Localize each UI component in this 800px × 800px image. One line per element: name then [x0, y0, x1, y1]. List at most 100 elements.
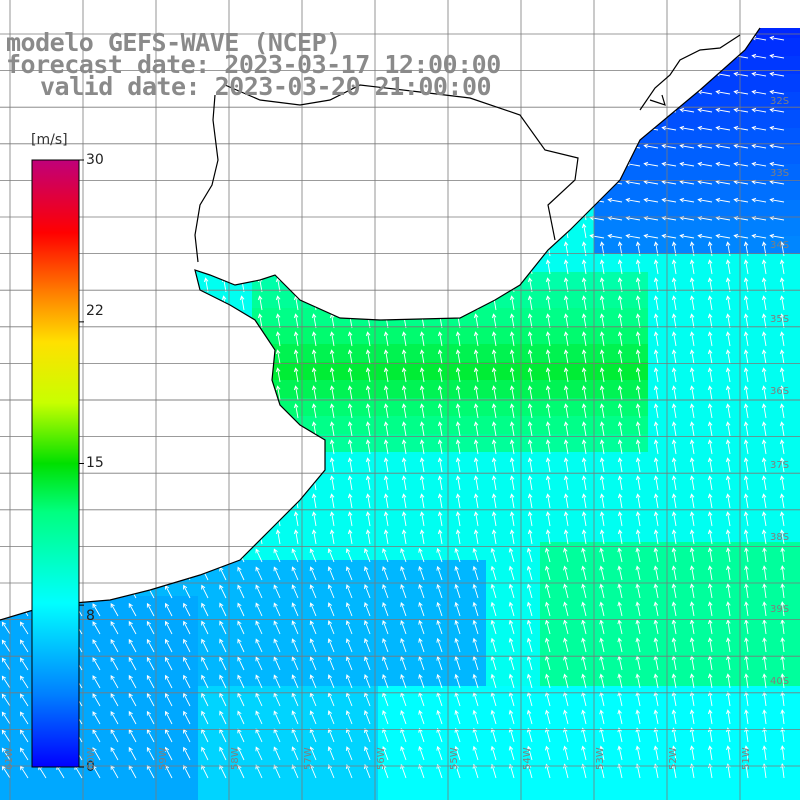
wind-cell [756, 200, 775, 219]
wind-cell [648, 434, 667, 453]
wind-arrow [563, 367, 569, 383]
wind-arrow [309, 584, 317, 599]
wind-arrow [437, 493, 443, 509]
wind-cell [630, 470, 649, 489]
wind-arrow [761, 529, 767, 545]
lat-label: 36S [770, 386, 790, 397]
wind-cell [702, 218, 721, 237]
wind-cell [756, 740, 775, 759]
wind-arrow [733, 89, 749, 95]
wind-arrow [364, 602, 371, 617]
wind-arrow [643, 143, 659, 149]
wind-arrow [635, 583, 641, 599]
wind-arrow [329, 457, 335, 473]
wind-arrow [419, 403, 425, 419]
wind-cell [792, 74, 800, 93]
wind-cell [162, 614, 181, 633]
wind-arrow [437, 385, 443, 401]
lat-label: 35S [770, 314, 790, 325]
wind-cell [360, 434, 379, 453]
wind-arrow [779, 457, 785, 473]
wind-cell [270, 722, 289, 741]
wind-cell [558, 506, 577, 525]
wind-cell [504, 704, 523, 723]
wind-arrow [563, 745, 569, 761]
wind-arrow [761, 511, 767, 527]
wind-cell [774, 146, 793, 165]
wind-cell [162, 758, 181, 777]
wind-cell [342, 416, 361, 435]
wind-arrow [92, 747, 101, 761]
wind-arrow [617, 403, 623, 419]
wind-cell [540, 524, 559, 543]
wind-arrow [275, 367, 281, 383]
wind-cell [360, 740, 379, 759]
wind-cell [792, 776, 800, 795]
wind-arrow [635, 727, 641, 743]
wind-arrow [273, 602, 281, 617]
wind-arrow [1, 639, 11, 653]
wind-cell [684, 632, 703, 651]
wind-arrow [327, 638, 335, 653]
wind-cell [198, 740, 217, 759]
wind-arrow [707, 457, 713, 473]
wind-cell [666, 524, 685, 543]
wind-cell [54, 776, 73, 795]
wind-cell [594, 416, 613, 435]
wind-cell [684, 308, 703, 327]
wind-cell [90, 614, 109, 633]
wind-cell [450, 668, 469, 687]
wind-cell [306, 632, 325, 651]
wind-cell [414, 740, 433, 759]
lon-label: 59W [158, 747, 169, 770]
wind-arrow [146, 746, 155, 761]
wind-cell [90, 758, 109, 777]
wind-arrow [581, 259, 587, 275]
wind-arrow [365, 403, 371, 419]
wind-arrow [473, 421, 479, 437]
wind-arrow [733, 197, 749, 203]
wind-arrow [689, 727, 695, 743]
wind-cell [306, 362, 325, 381]
wind-arrow [689, 529, 695, 545]
wind-cell [234, 722, 253, 741]
wind-cell [180, 776, 199, 795]
wind-cell [666, 218, 685, 237]
wind-arrow [599, 493, 605, 509]
wind-cell [540, 326, 559, 345]
wind-cell [720, 398, 739, 417]
wind-cell [342, 632, 361, 651]
wind-cell [288, 596, 307, 615]
wind-arrow [743, 313, 749, 329]
wind-cell [468, 524, 487, 543]
wind-cell [432, 686, 451, 705]
wind-arrow [563, 313, 569, 329]
wind-arrow [780, 745, 785, 761]
wind-cell [270, 578, 289, 597]
wind-cell [738, 722, 757, 741]
wind-arrow [383, 493, 389, 509]
wind-cell [324, 596, 343, 615]
wind-cell [792, 398, 800, 417]
wind-cell [702, 92, 721, 111]
wind-cell [792, 254, 800, 273]
wind-cell [450, 326, 469, 345]
wind-cell [0, 650, 19, 669]
wind-cell [378, 542, 397, 561]
wind-cell [576, 488, 595, 507]
wind-arrow [293, 349, 299, 365]
wind-cell [738, 128, 757, 147]
wind-cell [738, 524, 757, 543]
wind-cell [36, 794, 55, 800]
wind-cell [234, 614, 253, 633]
wind-arrow [707, 547, 713, 563]
wind-arrow [689, 601, 695, 617]
wind-arrow [291, 656, 299, 671]
wind-arrow [491, 457, 497, 473]
wind-arrow [761, 493, 767, 509]
wind-arrow [725, 475, 731, 491]
wind-cell [684, 794, 703, 800]
wind-cell [720, 722, 739, 741]
wind-cell [666, 560, 685, 579]
wind-cell [738, 164, 757, 183]
